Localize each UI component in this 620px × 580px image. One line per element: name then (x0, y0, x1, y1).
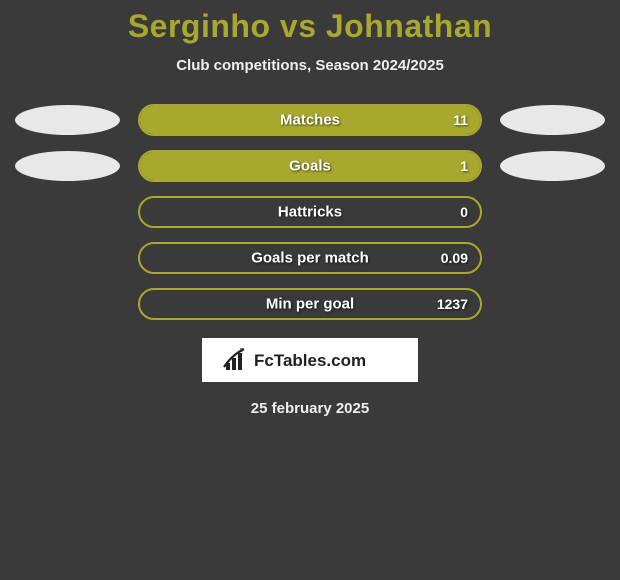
stat-value: 11 (453, 112, 468, 128)
stat-value: 1 (460, 158, 468, 174)
stat-row: Hattricks 0 (0, 196, 620, 228)
page-title: Serginho vs Johnathan (0, 8, 620, 45)
stat-row: Min per goal 1237 (0, 288, 620, 320)
stat-label: Min per goal (266, 296, 354, 313)
oval-spacer (500, 243, 605, 273)
stat-value: 0.09 (441, 250, 468, 266)
stat-value: 0 (460, 204, 468, 220)
stat-bar: Goals per match 0.09 (138, 242, 482, 274)
oval-spacer (15, 243, 120, 273)
logo-box[interactable]: FcTables.com (202, 338, 418, 382)
oval-spacer (15, 197, 120, 227)
date-label: 25 february 2025 (0, 400, 620, 417)
stat-bar: Min per goal 1237 (138, 288, 482, 320)
stat-value: 1237 (437, 296, 468, 312)
stat-row: Goals per match 0.09 (0, 242, 620, 274)
stat-label: Hattricks (278, 204, 342, 221)
stat-bar: Matches 11 (138, 104, 482, 136)
player-oval-left (15, 105, 120, 135)
stat-row: Matches 11 (0, 104, 620, 136)
subtitle: Club competitions, Season 2024/2025 (0, 57, 620, 74)
svg-text:FcTables.com: FcTables.com (254, 351, 366, 370)
stat-row: Goals 1 (0, 150, 620, 182)
stat-bar: Goals 1 (138, 150, 482, 182)
stat-bar: Hattricks 0 (138, 196, 482, 228)
player-oval-left (15, 151, 120, 181)
player-oval-right (500, 105, 605, 135)
oval-spacer (15, 289, 120, 319)
fctables-logo-icon: FcTables.com (220, 345, 400, 375)
comparison-card: Serginho vs Johnathan Club competitions,… (0, 0, 620, 417)
player-oval-right (500, 151, 605, 181)
stat-label: Matches (280, 112, 340, 129)
oval-spacer (500, 197, 605, 227)
stat-label: Goals (289, 158, 331, 175)
stats-list: Matches 11 Goals 1 Hattricks 0 Goals per match… (0, 104, 620, 320)
stat-label: Goals per match (251, 250, 369, 267)
oval-spacer (500, 289, 605, 319)
